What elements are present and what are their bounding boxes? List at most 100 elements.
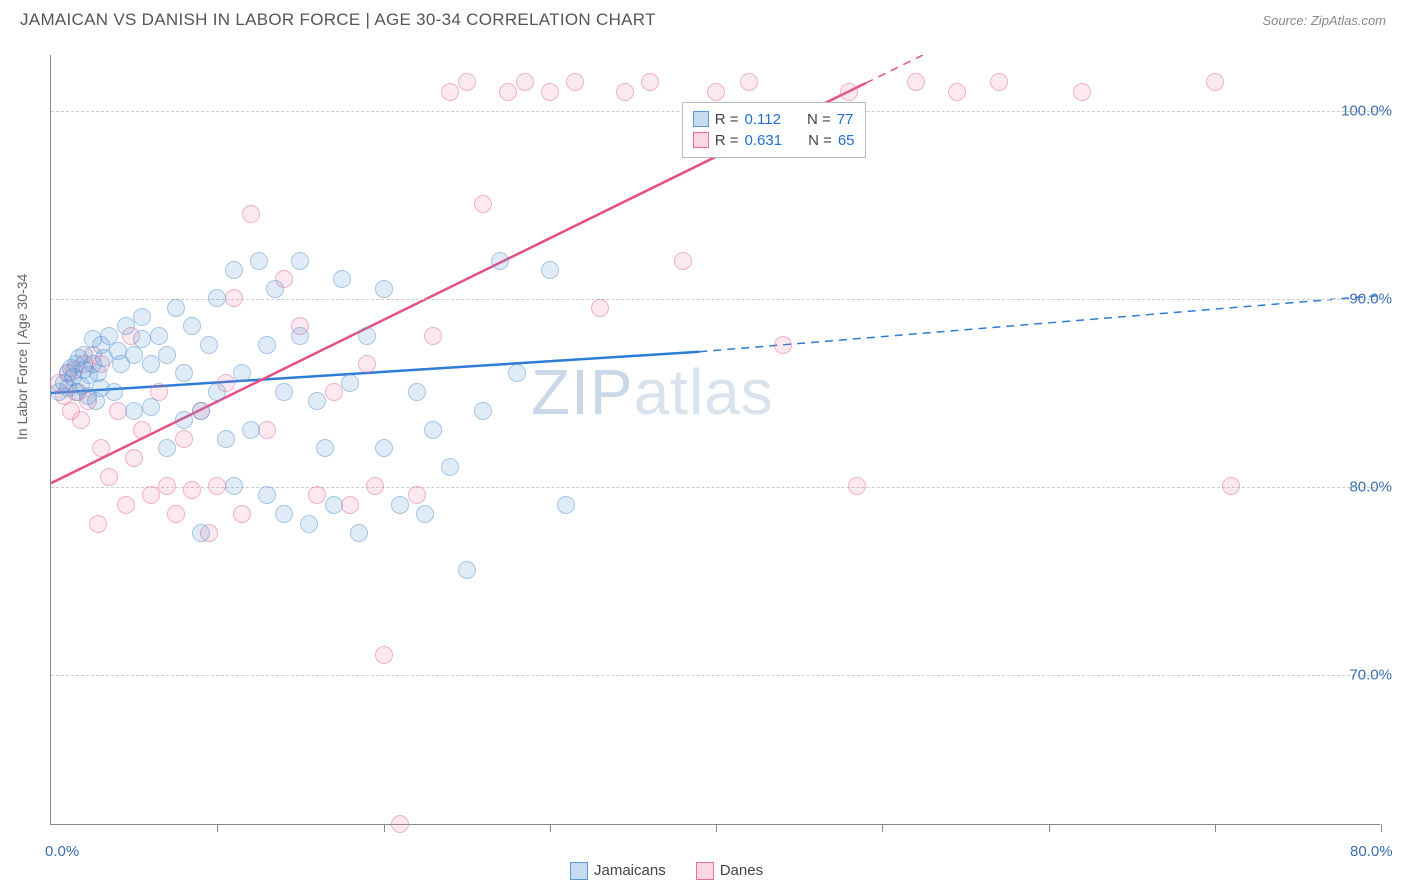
scatter-point-pink [441,83,459,101]
scatter-point-blue [142,398,160,416]
scatter-point-blue [233,364,251,382]
scatter-point-pink [474,195,492,213]
scatter-point-pink [840,83,858,101]
scatter-point-blue [217,430,235,448]
scatter-point-pink [424,327,442,345]
scatter-point-blue [350,524,368,542]
scatter-point-pink [516,73,534,91]
scatter-point-pink [167,505,185,523]
scatter-point-blue [225,261,243,279]
scatter-point-pink [907,73,925,91]
scatter-point-pink [142,486,160,504]
n-value: 65 [838,132,855,149]
scatter-point-blue [291,252,309,270]
scatter-point-pink [242,205,260,223]
x-tick [550,824,551,832]
scatter-point-blue [242,421,260,439]
scatter-point-blue [333,270,351,288]
scatter-point-pink [391,815,409,833]
scatter-point-pink [948,83,966,101]
r-label: R = [715,111,739,128]
scatter-point-pink [89,515,107,533]
y-tick-label: 80.0% [1349,478,1392,495]
x-tick [384,824,385,832]
scatter-point-pink [100,468,118,486]
n-label: N = [808,132,832,149]
scatter-point-blue [408,383,426,401]
scatter-point-blue [474,402,492,420]
scatter-point-pink [566,73,584,91]
scatter-point-blue [200,336,218,354]
gridline-h [51,299,1380,300]
legend-label: Jamaicans [594,862,666,879]
scatter-point-blue [258,486,276,504]
scatter-point-blue [557,496,575,514]
scatter-point-blue [105,383,123,401]
scatter-point-pink [408,486,426,504]
legend-item: Jamaicans [570,862,666,880]
scatter-point-blue [258,336,276,354]
scatter-point-blue [275,383,293,401]
scatter-point-pink [133,421,151,439]
scatter-point-blue [133,330,151,348]
scatter-point-pink [616,83,634,101]
scatter-point-pink [225,289,243,307]
scatter-point-blue [208,383,226,401]
scatter-point-pink [233,505,251,523]
scatter-point-blue [175,411,193,429]
scatter-point-blue [491,252,509,270]
n-value: 77 [837,111,854,128]
scatter-point-blue [441,458,459,476]
y-tick-label: 90.0% [1349,291,1392,308]
scatter-point-pink [990,73,1008,91]
scatter-point-pink [1206,73,1224,91]
scatter-point-blue [183,317,201,335]
legend-stats-row: R =0.631N =65 [693,130,855,151]
x-tick [882,824,883,832]
scatter-point-blue [175,364,193,382]
trendlines-svg [51,55,1381,825]
scatter-point-pink [175,430,193,448]
chart-title: JAMAICAN VS DANISH IN LABOR FORCE | AGE … [20,10,656,30]
scatter-point-pink [208,477,226,495]
scatter-point-pink [117,496,135,514]
scatter-point-pink [258,421,276,439]
scatter-point-pink [458,73,476,91]
scatter-point-blue [316,439,334,457]
y-tick-label: 100.0% [1341,103,1392,120]
scatter-point-pink [707,83,725,101]
chart-plot-area: ZIPatlas [50,55,1380,825]
r-value: 0.112 [745,111,781,128]
source-attribution: Source: ZipAtlas.com [1262,13,1386,28]
legend-stats-row: R =0.112N =77 [693,109,855,130]
scatter-point-pink [358,355,376,373]
scatter-point-blue [133,308,151,326]
x-tick [217,824,218,832]
scatter-point-pink [325,383,343,401]
scatter-point-pink [1222,477,1240,495]
scatter-point-pink [774,336,792,354]
scatter-point-pink [72,411,90,429]
scatter-point-blue [391,496,409,514]
gridline-h [51,675,1380,676]
scatter-point-pink [125,449,143,467]
scatter-point-blue [158,439,176,457]
scatter-point-blue [142,355,160,373]
scatter-point-blue [192,524,210,542]
scatter-point-blue [158,346,176,364]
scatter-point-pink [109,402,127,420]
x-tick [1049,824,1050,832]
scatter-point-blue [325,496,343,514]
scatter-point-pink [375,646,393,664]
scatter-point-blue [225,477,243,495]
scatter-point-blue [375,280,393,298]
y-tick-label: 70.0% [1349,666,1392,683]
scatter-point-pink [641,73,659,91]
scatter-point-blue [117,317,135,335]
legend-swatch [693,111,709,127]
scatter-point-pink [541,83,559,101]
scatter-point-pink [341,496,359,514]
scatter-point-pink [591,299,609,317]
legend-swatch [696,862,714,880]
scatter-point-pink [308,486,326,504]
